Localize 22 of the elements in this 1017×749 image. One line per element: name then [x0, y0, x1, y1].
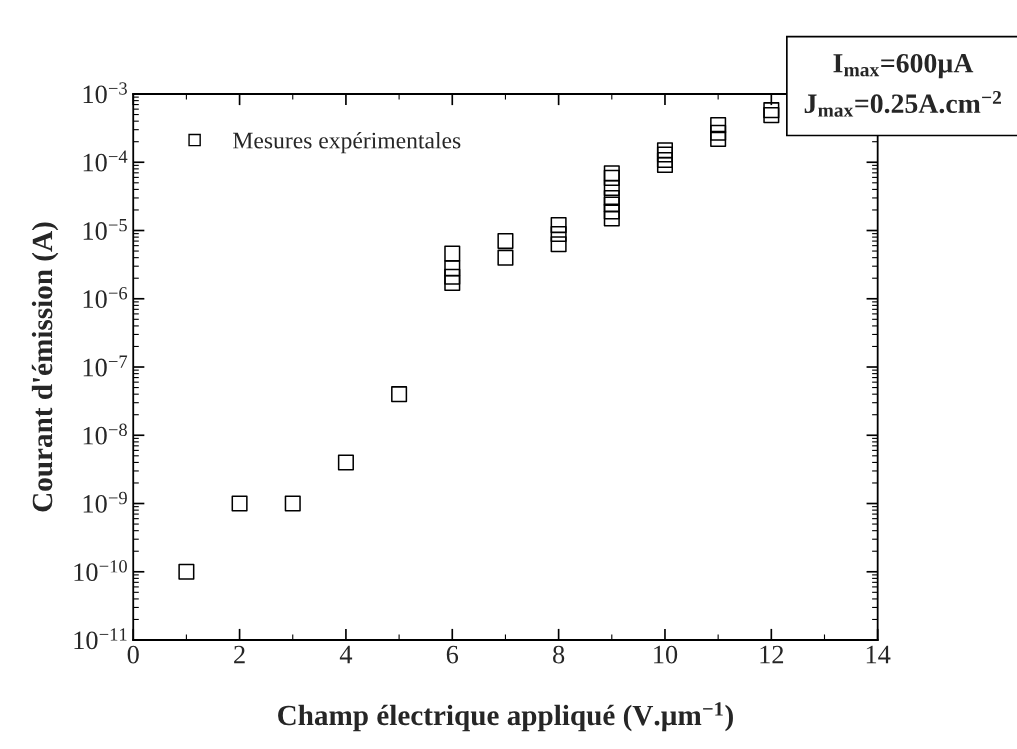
legend-label: Mesures expérimentales — [233, 131, 461, 154]
annotation: J$_{max}$=0.25A.cm$^{−2}$ — [804, 90, 1002, 117]
y-tick-label: 10$^{−3}$ — [83, 82, 127, 104]
y-tick-label: 10$^{−4}$ — [83, 150, 128, 172]
x-tick-label: 12 — [760, 645, 784, 664]
y-tick-label: 10$^{−10}$ — [74, 560, 127, 582]
x-tick-label: 4 — [339, 645, 353, 664]
x-tick-label: 14 — [866, 645, 891, 664]
y-tick-label: 10$^{−5}$ — [83, 219, 127, 240]
text: I$_{max}$=600µA — [833, 53, 974, 79]
y-tick-label: 10$^{−6}$ — [83, 287, 128, 309]
x-tick-label: 8 — [553, 645, 565, 664]
y-tick-label: 10$^{−7}$ — [83, 355, 128, 377]
x-tick-label: 10 — [654, 645, 678, 664]
x-tick-label: 6 — [446, 645, 459, 664]
y-axis-title: Courant d'émission (A) — [31, 222, 59, 512]
y-tick-label: 10$^{−11}$ — [74, 628, 127, 650]
x-tick-label: 2 — [234, 645, 245, 664]
y-tick-label: 10$^{−8}$ — [83, 423, 127, 445]
x-tick-label: 0 — [127, 645, 139, 664]
x-axis-title: Champ électrique appliqué (V.µm$^{−1}$) — [278, 702, 733, 732]
y-tick-label: 10$^{−9}$ — [83, 491, 127, 513]
